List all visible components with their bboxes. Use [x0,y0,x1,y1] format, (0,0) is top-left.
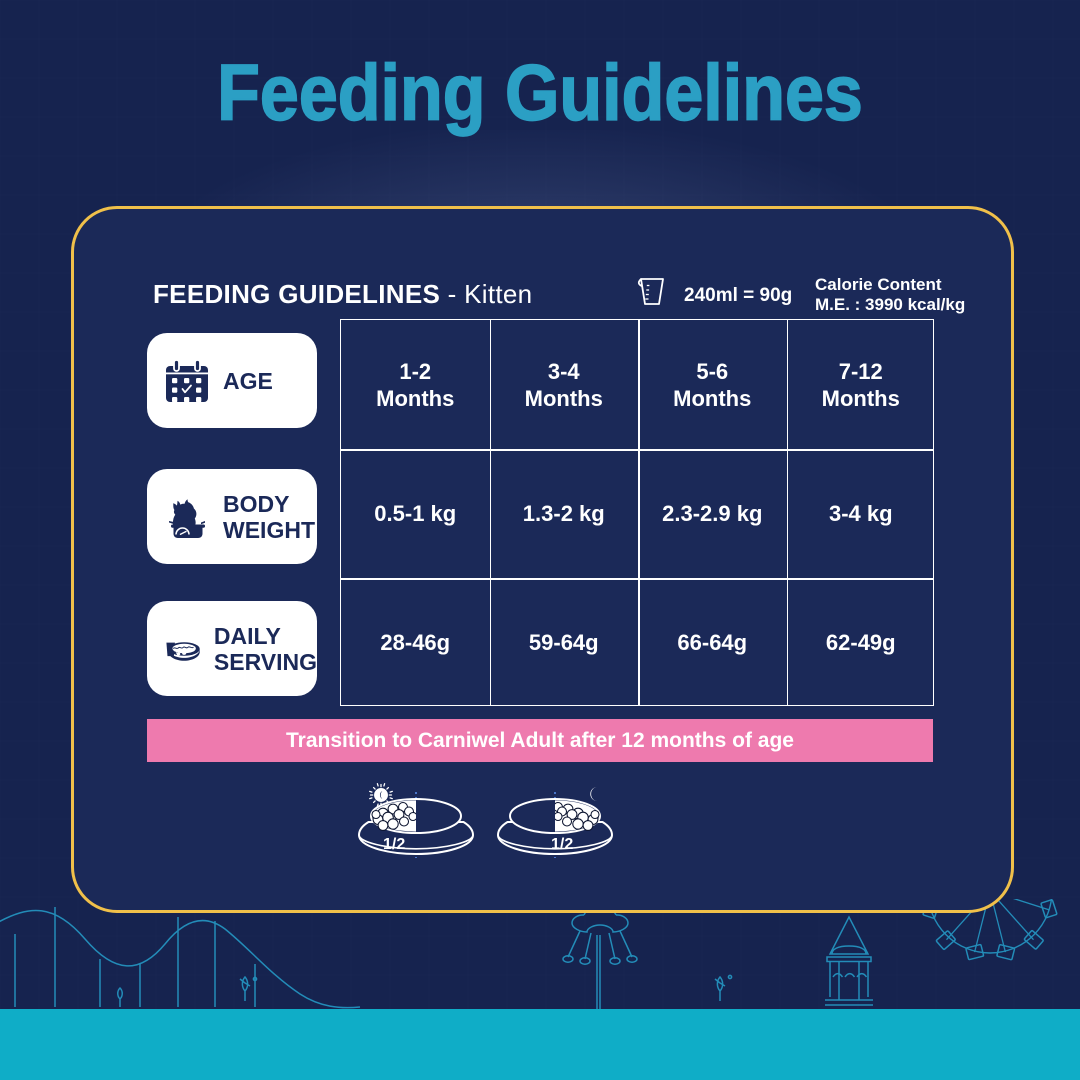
svg-text:1/2: 1/2 [551,836,573,853]
svg-text:1/2: 1/2 [383,836,405,853]
